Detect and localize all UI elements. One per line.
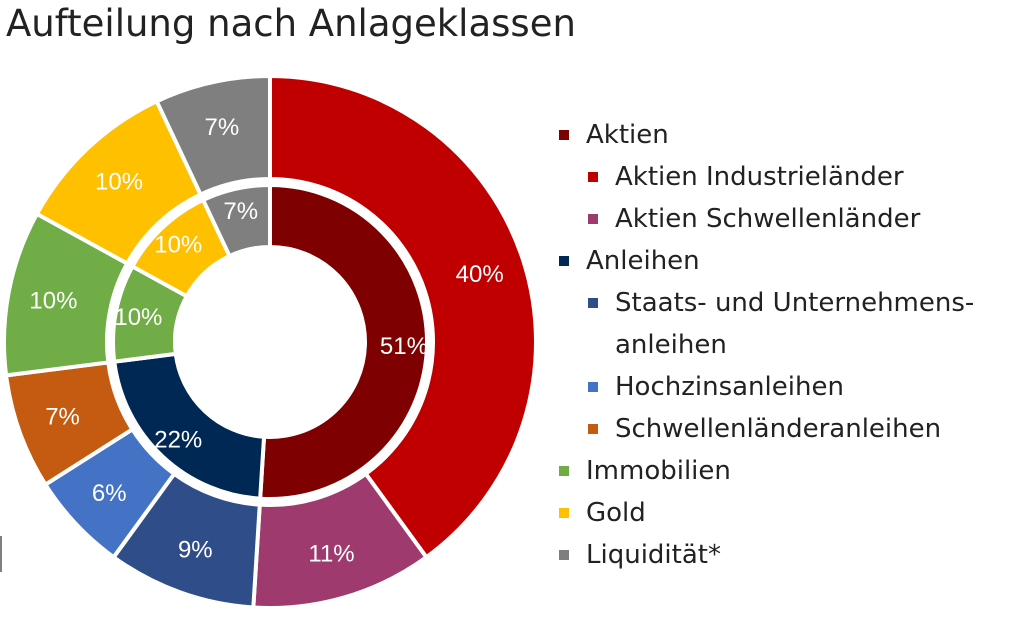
legend-swatch — [559, 256, 569, 266]
legend-item-schwellenlaenderanleihen: Schwellenländeranleihen — [556, 408, 1015, 450]
legend-label: Anleihen — [586, 246, 700, 276]
legend-label: Hochzinsanleihen — [615, 372, 844, 402]
inner-label-aktien: 51% — [380, 333, 428, 360]
outer-label-schwellenlaenderanleihen: 7% — [45, 404, 80, 431]
inner-label-gold: 10% — [154, 231, 202, 258]
legend-swatch — [559, 466, 569, 476]
legend-label: Staats- und Unternehmens-anleihen — [615, 288, 975, 360]
legend-item-aktien: Aktien — [556, 114, 1015, 156]
legend-label: Aktien — [586, 120, 669, 150]
legend-item-aktien-industrielaender: Aktien Industrieländer — [556, 156, 1015, 198]
edge-divider — [0, 536, 2, 572]
legend-item-gold: Gold — [556, 492, 1015, 534]
legend-label: Aktien Industrieländer — [615, 162, 904, 192]
legend-item-immobilien: Immobilien — [556, 450, 1015, 492]
outer-label-aktien-industrielaender: 40% — [456, 261, 504, 288]
outer-slice-aktien-industrielaender — [268, 74, 538, 560]
chart-title: Aufteilung nach Anlageklassen — [6, 2, 576, 45]
outer-label-liquiditaet: 7% — [205, 114, 240, 141]
legend-swatch — [559, 130, 569, 140]
legend-swatch — [588, 382, 598, 392]
legend-swatch — [588, 298, 598, 308]
legend-swatch — [559, 508, 569, 518]
legend-label: Aktien Schwellenländer — [615, 204, 921, 234]
slice-labels: 40% 11% 9% 6% 7% 10% 10% 7% 51% 22% 10% 10% 7% — [29, 114, 503, 568]
legend-item-hochzinsanleihen: Hochzinsanleihen — [556, 366, 1015, 408]
legend-swatch — [588, 424, 598, 434]
legend-label: Immobilien — [586, 456, 731, 486]
outer-label-gold: 10% — [95, 168, 143, 195]
legend-swatch — [588, 172, 598, 182]
legend-label: Schwellenländeranleihen — [615, 414, 942, 444]
legend-label: Liquidität* — [586, 540, 721, 570]
outer-ring — [2, 74, 538, 610]
legend-swatch — [559, 550, 569, 560]
chart-legend: Aktien Aktien Industrieländer Aktien Sch… — [556, 114, 1015, 576]
outer-slice-liquiditaet — [154, 74, 272, 197]
legend-item-anleihen: Anleihen — [556, 240, 1015, 282]
outer-label-aktien-schwellenlaender: 11% — [308, 541, 354, 568]
inner-label-liquiditaet: 7% — [223, 198, 258, 225]
inner-slice-liquiditaet — [201, 183, 272, 259]
inner-ring — [111, 183, 430, 501]
legend-label: Gold — [586, 498, 646, 528]
outer-label-hochzinsanleihen: 6% — [92, 480, 127, 507]
legend-swatch — [588, 214, 598, 224]
outer-label-staats-und-unternehmensanleihen: 9% — [178, 536, 213, 563]
legend-item-liquiditaet: Liquidität* — [556, 534, 1015, 576]
legend-item-aktien-schwellenlaender: Aktien Schwellenländer — [556, 198, 1015, 240]
inner-label-anleihen: 22% — [154, 427, 202, 454]
inner-label-immobilien: 10% — [114, 304, 162, 331]
legend-item-staats-unternehmensanleihen: Staats- und Unternehmens-anleihen — [556, 282, 1015, 366]
outer-label-immobilien: 10% — [29, 288, 77, 315]
inner-slice-aktien — [258, 183, 430, 501]
